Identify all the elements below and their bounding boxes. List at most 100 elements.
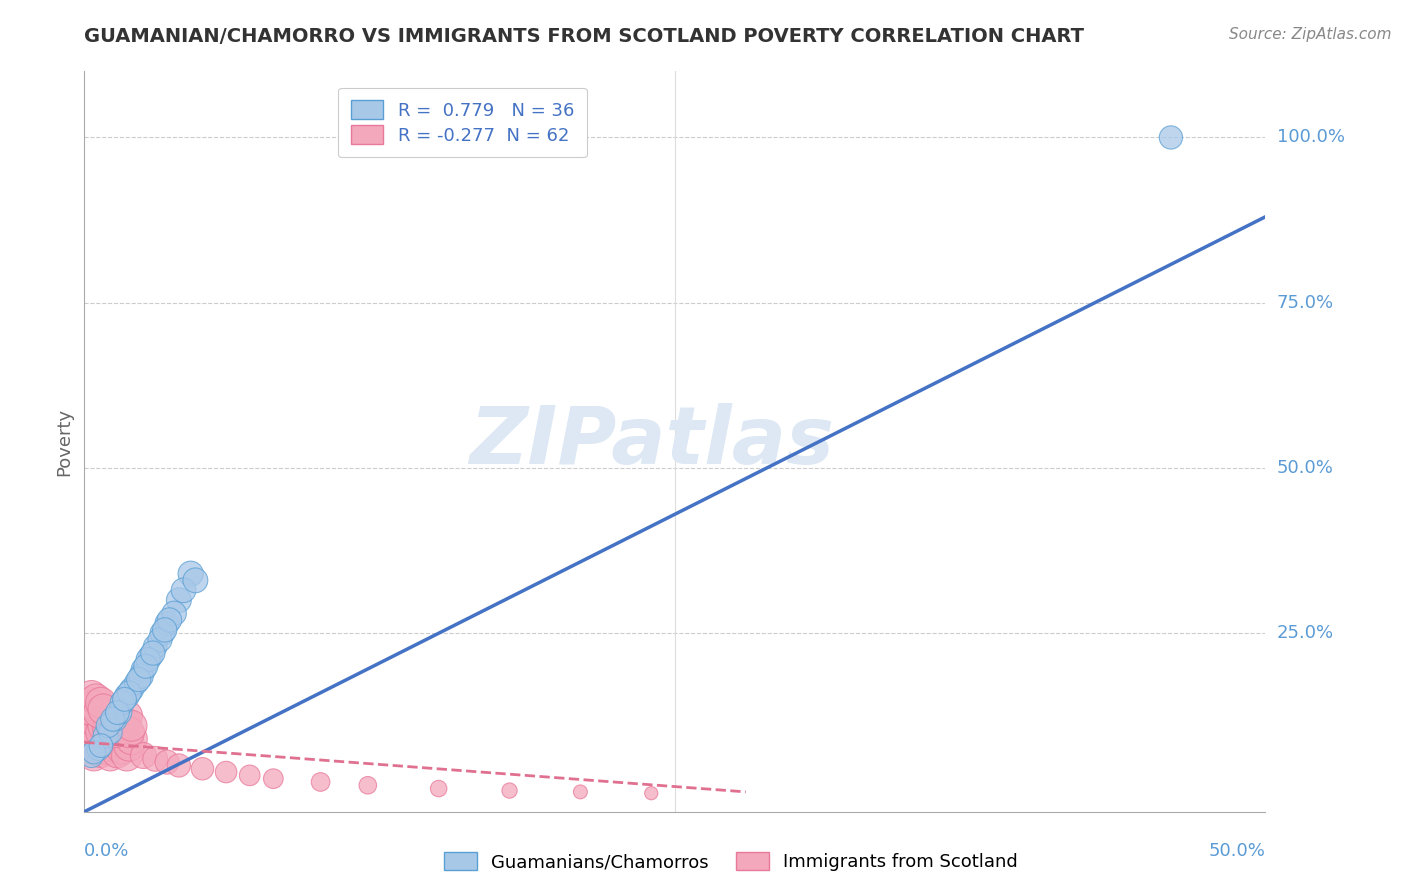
Point (115, 689, 138, 703)
Point (125, 675, 148, 690)
Point (132, 663, 155, 677)
Point (98, 715, 121, 730)
Text: 25.0%: 25.0% (1277, 624, 1334, 642)
Point (91, 702, 114, 716)
Point (84, 739, 107, 753)
Point (104, 712, 127, 726)
Point (114, 715, 136, 730)
Point (77, 742, 100, 756)
Point (262, 772, 284, 786)
Point (94, 729, 117, 743)
Point (191, 762, 214, 776)
Point (77, 696, 100, 710)
Point (143, 752, 166, 766)
Point (357, 778, 380, 792)
Point (107, 719, 129, 733)
Point (142, 646, 165, 660)
Point (309, 775, 332, 789)
Point (115, 748, 138, 763)
Point (184, 574, 207, 588)
Point (108, 712, 131, 726)
Point (77, 719, 100, 733)
Point (121, 682, 143, 697)
Y-axis label: Poverty: Poverty (55, 408, 73, 475)
Text: GUAMANIAN/CHAMORRO VS IMMIGRANTS FROM SCOTLAND POVERTY CORRELATION CHART: GUAMANIAN/CHAMORRO VS IMMIGRANTS FROM SC… (84, 27, 1084, 45)
Point (83, 745, 105, 759)
Point (91, 719, 114, 733)
Point (121, 731, 143, 746)
Text: 50.0%: 50.0% (1209, 842, 1265, 860)
Point (156, 616, 179, 631)
Point (97, 722, 120, 736)
Point (132, 748, 155, 763)
Point (84, 692, 107, 706)
Point (80, 748, 103, 763)
Point (143, 640, 166, 654)
Point (94, 742, 117, 756)
Point (108, 706, 131, 720)
Point (98, 748, 121, 763)
Point (87, 731, 110, 746)
Point (107, 706, 129, 720)
Text: ZIPatlas: ZIPatlas (468, 402, 834, 481)
Point (111, 742, 134, 756)
Point (150, 626, 173, 640)
Point (101, 712, 124, 726)
Point (84, 715, 107, 730)
Point (90, 739, 112, 753)
Point (118, 686, 141, 700)
Point (569, 785, 592, 799)
Point (80, 712, 103, 726)
Point (108, 735, 131, 749)
Point (149, 632, 172, 647)
Point (97, 729, 120, 743)
Legend: R =  0.779   N = 36, R = -0.277  N = 62: R = 0.779 N = 36, R = -0.277 N = 62 (337, 87, 586, 157)
Point (90, 725, 112, 739)
Point (90, 745, 112, 759)
Point (135, 659, 157, 673)
Point (87, 706, 110, 720)
Text: 75.0%: 75.0% (1277, 293, 1334, 311)
Point (215, 765, 238, 780)
Point (104, 731, 127, 746)
Point (76, 735, 98, 749)
Point (87, 709, 110, 723)
Point (1160, 130, 1182, 145)
Point (101, 739, 124, 753)
Point (156, 755, 179, 769)
Point (83, 748, 105, 763)
Point (153, 623, 176, 637)
Point (128, 673, 150, 687)
Point (427, 781, 450, 796)
Point (107, 745, 129, 759)
Text: Source: ZipAtlas.com: Source: ZipAtlas.com (1229, 27, 1392, 42)
Point (118, 739, 141, 753)
Legend: Guamanians/Chamorros, Immigrants from Scotland: Guamanians/Chamorros, Immigrants from Sc… (437, 845, 1025, 879)
Point (80, 729, 103, 743)
Point (101, 709, 124, 723)
Point (139, 649, 162, 664)
Text: 100.0%: 100.0% (1277, 128, 1344, 146)
Point (121, 719, 143, 733)
Point (167, 758, 190, 772)
Point (90, 696, 112, 710)
Point (83, 698, 105, 713)
Point (97, 719, 120, 733)
Point (114, 729, 136, 743)
Point (167, 593, 190, 607)
Point (91, 735, 114, 749)
Point (76, 702, 98, 716)
Point (239, 768, 262, 782)
Point (98, 725, 121, 739)
Point (118, 725, 141, 739)
Point (640, 786, 662, 800)
Point (163, 607, 186, 621)
Point (87, 742, 110, 756)
Point (111, 696, 134, 710)
Point (83, 722, 105, 736)
Point (76, 725, 98, 739)
Text: 0.0%: 0.0% (84, 842, 129, 860)
Point (111, 722, 134, 736)
Point (498, 783, 520, 797)
Point (129, 669, 152, 683)
